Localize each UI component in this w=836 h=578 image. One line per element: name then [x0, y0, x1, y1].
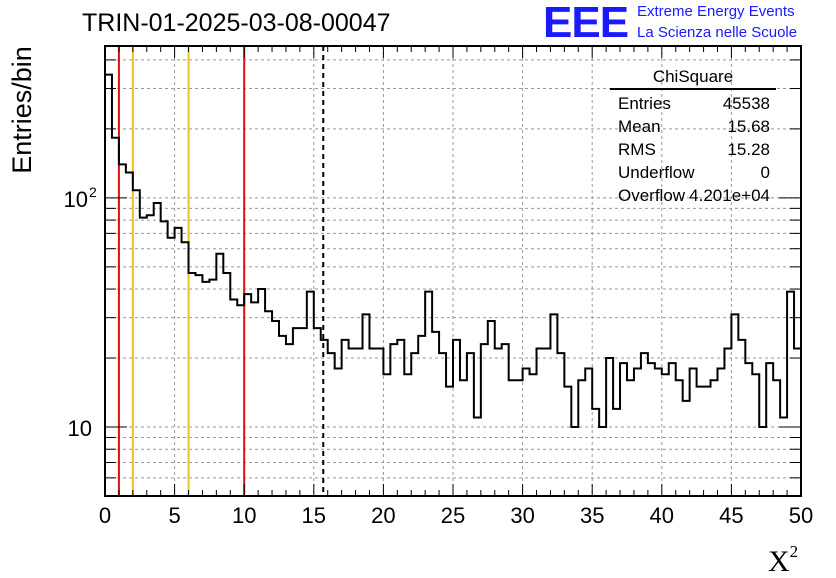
stats-key: Entries [618, 94, 671, 113]
stats-box: ChiSquare Entries 45538 Mean 15.68 RMS 15.2… [610, 66, 776, 207]
x-tick-label: 25 [441, 503, 465, 528]
x-axis-label-base: X [768, 545, 790, 578]
x-tick-label: 30 [510, 503, 534, 528]
stats-row: RMS 15.28 [610, 138, 776, 161]
stats-value: 15.28 [727, 140, 770, 159]
stats-row: Overflow 4.201e+04 [610, 184, 776, 207]
stats-key: Overflow [618, 186, 686, 205]
stats-row: Mean 15.68 [610, 115, 776, 138]
x-tick-label: 50 [789, 503, 813, 528]
y-tick-label-exponent: 2 [89, 184, 97, 200]
x-axis-label-exponent: 2 [789, 542, 799, 561]
x-tick-label: 10 [232, 503, 256, 528]
stats-row: Underflow 0 [610, 161, 776, 184]
y-tick-label: 10 [64, 187, 88, 212]
x-tick-label: 40 [650, 503, 674, 528]
histogram-line [105, 73, 801, 429]
y-tick-label: 10 [68, 416, 92, 441]
stats-title: ChiSquare [610, 66, 776, 90]
stats-value: 15.68 [727, 117, 770, 136]
x-tick-label: 0 [99, 503, 111, 528]
stats-key: Mean [618, 117, 661, 136]
x-tick-label: 45 [719, 503, 743, 528]
logo-tagline-2: La Scienza nelle Scuole [637, 24, 798, 41]
x-tick-label: 5 [168, 503, 180, 528]
stats-key: Underflow [618, 163, 695, 182]
x-tick-label: 15 [302, 503, 326, 528]
x-axis-label: X2 [768, 536, 798, 578]
stats-row: Entries 45538 [610, 92, 776, 115]
x-tick-label: 35 [580, 503, 604, 528]
logo-tagline-1: Extreme Energy Events [637, 3, 795, 20]
stats-value: 4.201e+04 [689, 186, 770, 205]
marker-lines [117, 46, 325, 496]
stats-value: 0 [760, 163, 770, 182]
axis-ticks [104, 46, 802, 497]
eee-logo: EEE [543, 0, 629, 47]
x-tick-label: 20 [371, 503, 395, 528]
stats-key: RMS [618, 140, 656, 159]
y-axis-label: Entries/bin [7, 46, 37, 174]
stats-value: 45538 [722, 94, 770, 113]
histogram-series [105, 73, 801, 429]
histogram-title: TRIN-01-2025-03-08-00047 [82, 9, 391, 37]
